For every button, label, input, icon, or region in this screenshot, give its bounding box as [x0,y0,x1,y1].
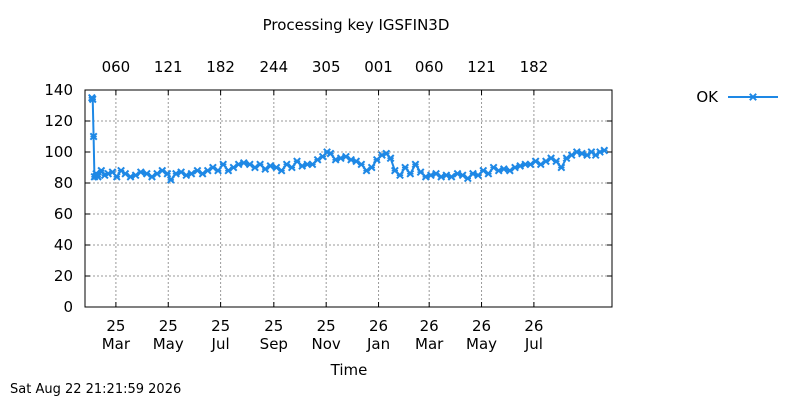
data-point [552,157,561,166]
legend-marker-stroke [749,93,757,101]
x-tick-label-year: 25 [106,317,125,335]
plot-frame [84,89,613,308]
x-tick-label-month: Sep [260,335,288,353]
x-tick-label-year: 26 [369,317,388,335]
data-point [484,169,493,178]
top-tick-label: 305 [312,58,341,76]
x-tick-label-year: 26 [472,317,491,335]
x-tick-label-month: May [466,335,497,353]
data-point [401,163,410,172]
top-tick-label: 060 [102,58,131,76]
top-tick-label: 121 [467,58,496,76]
grid-lines [85,90,612,307]
footer-timestamp: Sat Aug 22 21:21:59 2026 [10,382,182,397]
data-point [112,172,121,181]
top-tick-label: 182 [520,58,549,76]
data-point [357,160,366,169]
y-tick-label: 40 [54,236,73,254]
data-point [411,160,420,169]
data-point [93,172,102,181]
data-point [386,154,395,163]
axis-ticks: 02040608010012014025Mar25May25Jul25Sep25… [44,58,612,353]
y-tick-label: 20 [54,267,73,285]
x-tick-label-month: Mar [102,335,131,353]
x-tick-label-month: Jul [524,335,543,353]
x-tick-label-year: 25 [317,317,336,335]
y-tick-label: 140 [44,81,73,99]
y-tick-label: 80 [54,174,73,192]
data-point [187,169,196,178]
legend-marker-ok [749,93,757,101]
data-point [136,168,145,177]
y-tick-label: 0 [63,298,73,316]
legend: OK [696,88,778,106]
top-tick-label: 121 [154,58,183,76]
y-tick-label: 60 [54,205,73,223]
x-tick-label-year: 25 [159,317,178,335]
data-point [166,175,175,184]
x-tick-label-year: 26 [524,317,543,335]
x-tick-label-month: May [153,335,184,353]
data-point [89,132,98,141]
data-point [88,95,97,104]
data-point [219,160,228,169]
x-tick-label-year: 25 [264,317,283,335]
y-tick-label: 120 [44,112,73,130]
x-tick-label-month: Jan [366,335,390,353]
top-tick-label: 244 [260,58,289,76]
data-point [326,149,335,158]
data-point [447,172,456,181]
top-tick-label: 182 [206,58,235,76]
x-tick-label-month: Jul [211,335,230,353]
data-point [367,163,376,172]
legend-label-ok: OK [696,88,719,106]
data-point [406,169,415,178]
x-tick-label-year: 25 [211,317,230,335]
top-tick-label: 001 [364,58,393,76]
data-point [266,162,275,170]
data-point [214,166,222,175]
x-tick-label-month: Mar [415,335,444,353]
data-point [287,163,296,172]
data-point [239,158,248,167]
data-point [600,146,609,155]
x-tick-label-year: 26 [420,317,439,335]
data-point [163,169,172,178]
data-point [499,165,508,173]
series-ok [87,93,609,184]
data-point [396,171,404,180]
top-tick-label: 060 [415,58,444,76]
data-point [557,163,566,172]
y-tick-label: 100 [44,143,73,161]
x-tick-label-month: Nov [312,335,341,353]
x-axis-label: Time [330,361,368,379]
chart-title: Processing key IGSFIN3D [263,16,450,34]
data-point [277,166,286,175]
